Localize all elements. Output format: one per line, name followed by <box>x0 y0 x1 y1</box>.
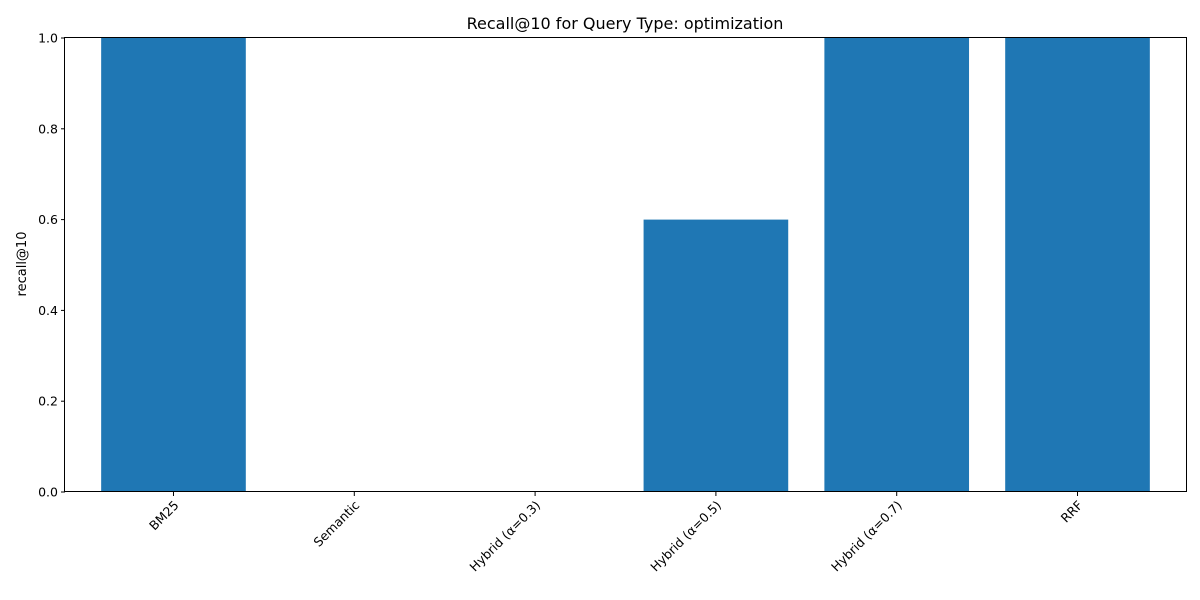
y-tick-label: 0.8 <box>38 121 58 136</box>
y-tick-label: 0.6 <box>38 212 58 227</box>
x-tick-label: BM25 <box>146 498 182 534</box>
bar-4 <box>824 38 970 492</box>
x-ticks-group: BM25 Semantic Hybrid (α=0.3) Hybrid (α=0.5)… <box>146 492 1086 574</box>
bar-3 <box>643 219 789 492</box>
x-tick-label: Hybrid (α=0.5) <box>647 498 724 575</box>
bar-0 <box>101 38 246 492</box>
x-tick-label: RRF <box>1058 498 1086 526</box>
plot-frame <box>64 37 1187 492</box>
x-tick-label: Hybrid (α=0.7) <box>828 498 905 575</box>
y-tick-label: 0.4 <box>38 303 58 318</box>
x-tick-label: Semantic <box>310 497 362 549</box>
y-axis-label: recall@10 <box>15 232 30 297</box>
y-ticks-group: 0.0 0.2 0.4 0.6 0.8 1.0 <box>38 31 65 500</box>
bar-5 <box>1005 38 1150 492</box>
x-tick-label: Hybrid (α=0.3) <box>466 498 543 575</box>
chart-title: Recall@10 for Query Type: optimization <box>467 14 784 33</box>
bars-group <box>101 38 1150 492</box>
y-tick-label: 0.0 <box>38 485 58 500</box>
y-tick-label: 0.2 <box>38 394 58 409</box>
y-tick-label: 1.0 <box>38 31 58 46</box>
